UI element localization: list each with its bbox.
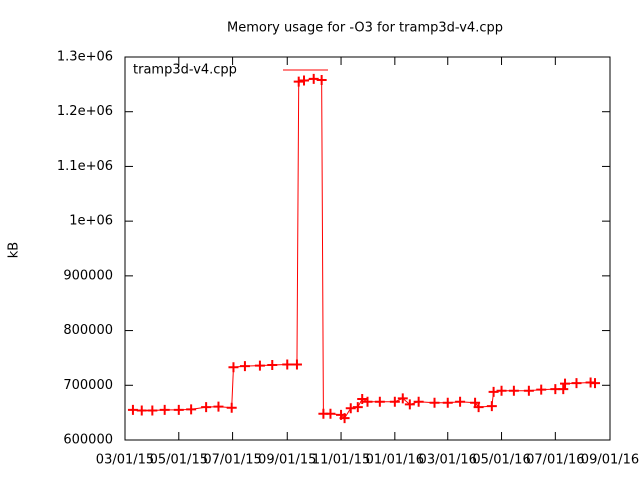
- data-point: [429, 397, 440, 408]
- data-point: [442, 397, 453, 408]
- x-tick-label: 07/01/15: [203, 453, 261, 468]
- plot-border: [124, 56, 611, 441]
- data-point: [127, 404, 138, 415]
- data-point: [254, 360, 265, 371]
- data-point: [362, 396, 373, 407]
- data-point: [267, 360, 278, 371]
- x-tick-label: 09/01/16: [581, 453, 639, 468]
- data-point: [413, 396, 424, 407]
- y-axis-label: kB: [7, 242, 22, 258]
- data-point: [345, 403, 356, 414]
- data-point: [186, 404, 197, 415]
- data-point: [488, 386, 499, 397]
- data-point: [486, 401, 497, 412]
- x-tick-label: 09/01/15: [258, 453, 316, 468]
- data-point: [325, 408, 336, 419]
- y-tick-label: 1.2e+06: [57, 104, 113, 119]
- data-point: [316, 74, 327, 85]
- y-tick-label: 1e+06: [69, 214, 113, 229]
- data-point: [299, 75, 310, 86]
- data-point: [159, 404, 170, 415]
- x-tick-label: 01/01/16: [366, 453, 424, 468]
- data-point: [201, 402, 212, 413]
- data-point: [136, 405, 147, 416]
- data-point: [571, 378, 582, 389]
- data-point: [455, 396, 466, 407]
- data-point: [239, 361, 250, 372]
- x-tick-label: 07/01/16: [526, 453, 584, 468]
- data-point: [473, 402, 484, 413]
- data-point: [293, 76, 304, 87]
- data-point: [374, 396, 385, 407]
- data-point: [173, 404, 184, 415]
- data-point: [226, 402, 237, 413]
- data-point: [558, 384, 569, 395]
- x-tick-label: 03/01/15: [96, 453, 154, 468]
- data-point: [308, 73, 319, 84]
- y-tick-label: 1.3e+06: [57, 50, 113, 65]
- data-point: [282, 359, 293, 370]
- y-tick-label: 700000: [63, 378, 113, 393]
- x-tick-label: 05/01/15: [150, 453, 208, 468]
- x-tick-label: 11/01/15: [312, 453, 370, 468]
- x-tick-label: 03/01/16: [419, 453, 477, 468]
- y-tick-label: 600000: [63, 433, 113, 448]
- data-point: [147, 405, 158, 416]
- data-point: [213, 401, 224, 412]
- data-point: [590, 378, 601, 389]
- data-point: [339, 413, 350, 424]
- data-point: [357, 393, 368, 404]
- data-point: [536, 384, 547, 395]
- data-point: [560, 378, 571, 389]
- data-point: [397, 393, 408, 404]
- y-tick-label: 1.1e+06: [57, 159, 113, 174]
- data-point: [389, 396, 400, 407]
- x-tick-label: 05/01/16: [472, 453, 530, 468]
- y-tick-label: 900000: [63, 268, 113, 283]
- chart-title: Memory usage for -O3 for tramp3d-v4.cpp: [227, 21, 503, 36]
- data-point: [352, 402, 363, 413]
- data-point: [496, 385, 507, 396]
- data-point: [228, 362, 239, 373]
- data-point: [291, 359, 302, 370]
- y-tick-label: 800000: [63, 323, 113, 338]
- data-point: [523, 385, 534, 396]
- data-point: [508, 385, 519, 396]
- data-point: [404, 399, 415, 410]
- legend-label: tramp3d-v4.cpp: [133, 63, 237, 78]
